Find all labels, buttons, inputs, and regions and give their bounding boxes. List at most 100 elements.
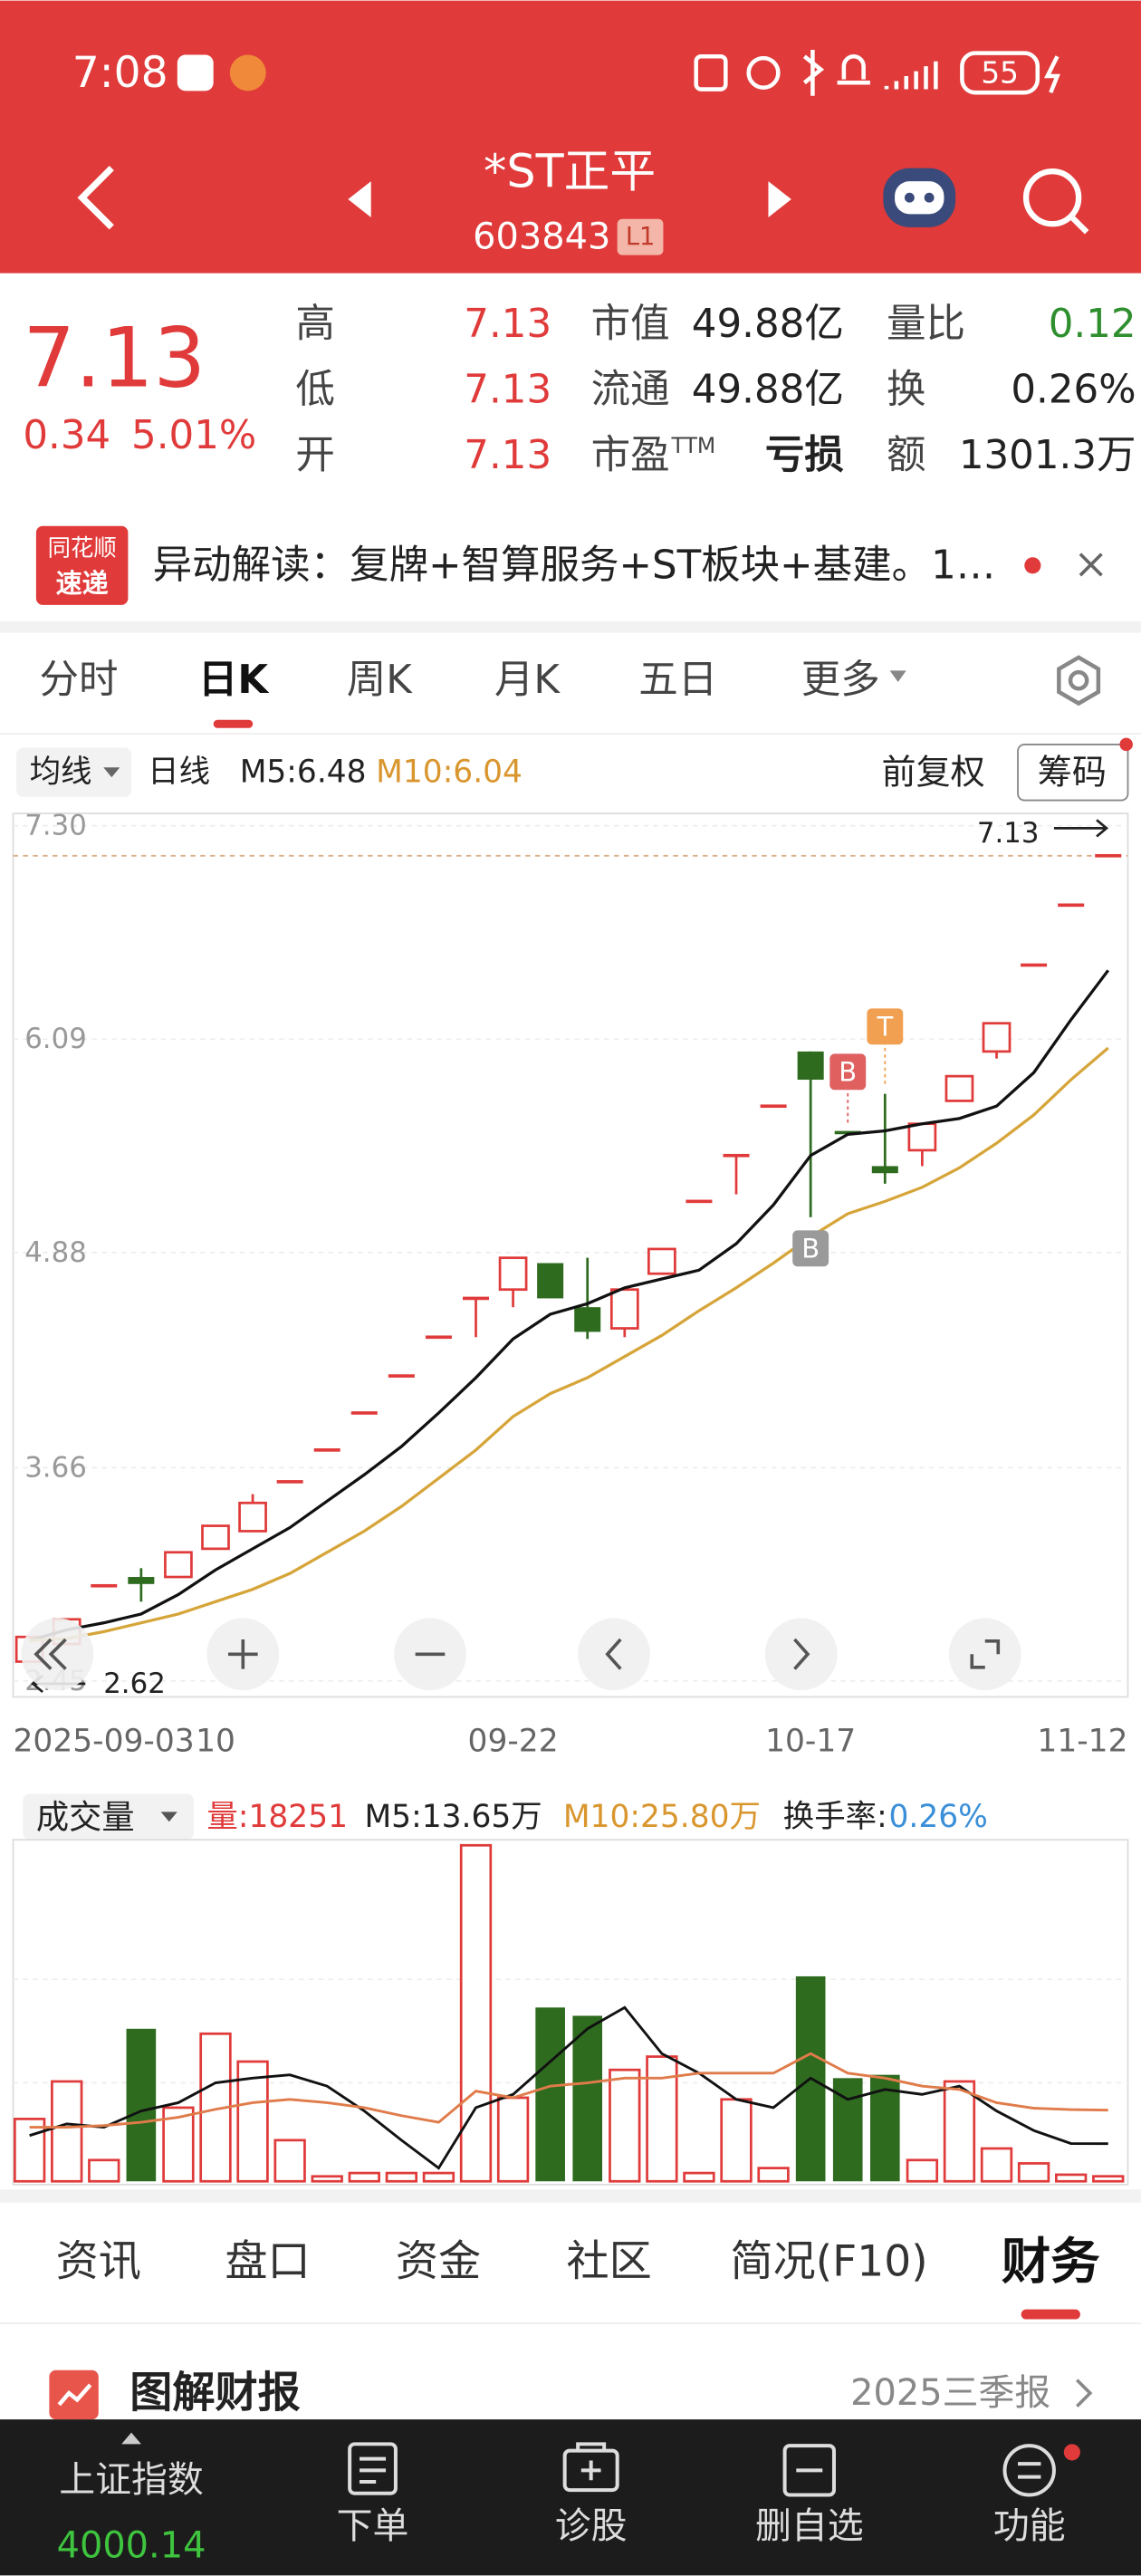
volume-label: 成交量	[36, 1797, 135, 1836]
trade-marker	[792, 1230, 829, 1267]
chart-control[interactable]	[948, 1618, 1021, 1691]
news-banner[interactable]	[0, 513, 1141, 621]
nav-icons	[348, 2442, 1056, 2497]
chart-control[interactable]	[21, 1618, 94, 1691]
settings-icon[interactable]	[1057, 655, 1101, 706]
assistant-icon[interactable]	[883, 168, 956, 227]
prev-stock[interactable]	[348, 181, 371, 217]
chart-control-icon	[228, 1639, 258, 1669]
volume-stat: 换手率:	[783, 1799, 887, 1835]
info-tab[interactable]: 盘口	[225, 2237, 310, 2287]
period-tab[interactable]: 周K	[347, 658, 413, 703]
divider	[0, 620, 1141, 633]
stat-label: 流通	[591, 367, 670, 412]
volume-bar	[236, 2060, 269, 2183]
turnover-value: 0.26%	[889, 1799, 988, 1835]
volume-bar	[943, 2080, 976, 2183]
ma10-value: M10:6.04	[376, 755, 523, 791]
trade-marker-label: B	[839, 1056, 857, 1087]
chips-dot	[1119, 737, 1133, 752]
volume-bar	[1054, 2173, 1088, 2183]
adjust-button[interactable]: 前复权	[882, 753, 985, 793]
x-tick-label: 10	[196, 1723, 235, 1759]
nav-item[interactable]: 删自选	[755, 2505, 864, 2547]
volume-bar	[572, 2015, 603, 2182]
active-tab-indicator	[213, 719, 254, 728]
report-title: 图解财报	[129, 2369, 301, 2418]
candle-body	[238, 1501, 267, 1533]
ma-button-text: 均线	[30, 755, 92, 791]
period-tab[interactable]: 分时	[40, 658, 119, 703]
chart-control[interactable]	[578, 1618, 650, 1691]
volume-stat: M10:25.80万	[563, 1799, 761, 1835]
report-chevron	[1076, 2379, 1093, 2408]
info-tab[interactable]: 财务	[1002, 2234, 1100, 2291]
stat-label-sup: TTM	[670, 433, 715, 458]
candle-body	[1058, 903, 1085, 908]
index-name[interactable]: 上证指数	[59, 2459, 204, 2501]
chart-control[interactable]	[764, 1618, 838, 1691]
bottom-nav	[0, 2419, 1141, 2576]
period: 日线	[148, 755, 210, 791]
candle-body	[686, 1199, 713, 1204]
stat-value: 7.13	[464, 302, 551, 347]
volume-bar	[162, 2106, 195, 2183]
volume-bar	[496, 2096, 530, 2183]
volume-bar	[646, 2055, 678, 2183]
y-tick-label: 6.09	[24, 1023, 87, 1055]
volume-ma-line	[29, 2005, 1108, 2170]
volume-bar	[51, 2080, 83, 2183]
volume-label-box[interactable]	[23, 1793, 194, 1841]
more-arrow	[889, 670, 906, 683]
stat-value: 49.88亿	[692, 302, 844, 347]
chart-control-icon	[970, 1639, 1001, 1669]
candle-body	[1021, 963, 1048, 967]
ma-button[interactable]	[16, 747, 132, 797]
volume-stat: M5:13.65万	[364, 1799, 542, 1835]
battery-level: 55	[981, 55, 1019, 90]
report-period[interactable]: 2025三季报	[850, 2372, 1050, 2414]
volume-bar	[832, 2078, 863, 2182]
volume-bar	[13, 2118, 46, 2183]
volume-bar	[720, 2098, 753, 2183]
close-news[interactable]	[1079, 553, 1103, 577]
search-button[interactable]	[1022, 168, 1089, 235]
candle-body	[164, 1551, 193, 1579]
period-tab[interactable]: 月K	[494, 658, 561, 703]
news-source: 速递	[56, 568, 109, 599]
stat-value: 49.88亿	[692, 367, 844, 412]
expand-arrow	[121, 2432, 141, 2445]
info-tab[interactable]: 社区	[566, 2237, 651, 2287]
x-tick-label: 2025-09-03	[14, 1723, 195, 1759]
ma-arrow	[103, 767, 120, 778]
candle-body	[313, 1448, 340, 1452]
divider	[0, 2189, 1141, 2203]
info-tab[interactable]: 资讯	[56, 2237, 141, 2287]
divider	[0, 733, 1141, 735]
period-tab[interactable]: 五日	[638, 658, 717, 703]
ma5-value: M5:6.48	[240, 755, 367, 791]
period-tab[interactable]: 更多	[801, 658, 880, 703]
info-tab[interactable]: 简况(F10)	[730, 2237, 927, 2287]
stat-label: 高	[295, 302, 335, 347]
status-icon	[177, 54, 214, 91]
nav-item[interactable]: 诊股	[555, 2505, 628, 2547]
y-tick-label: 4.88	[24, 1236, 87, 1269]
candle-body	[944, 1074, 974, 1102]
info-tab[interactable]: 资金	[396, 2237, 481, 2287]
next-stock[interactable]	[768, 181, 791, 217]
chips-button[interactable]	[1017, 744, 1129, 802]
news-text: 异动解读：复牌+智算服务+ST板块+基建。1…	[153, 543, 996, 588]
stat-value: 亏损	[765, 433, 844, 478]
back-button[interactable]	[77, 166, 114, 230]
volume-bar	[683, 2171, 715, 2183]
nav-item[interactable]: 下单	[337, 2505, 409, 2547]
chips-text: 筹码	[1038, 753, 1107, 793]
nav-item[interactable]: 功能	[993, 2505, 1066, 2547]
period-tab[interactable]: 日K	[198, 658, 270, 703]
candle-body	[128, 1577, 155, 1584]
x-tick-label: 11-12	[1037, 1723, 1127, 1759]
stat-label: 换	[887, 367, 925, 412]
stat-label: 开	[295, 433, 335, 478]
candle-body	[201, 1524, 230, 1551]
